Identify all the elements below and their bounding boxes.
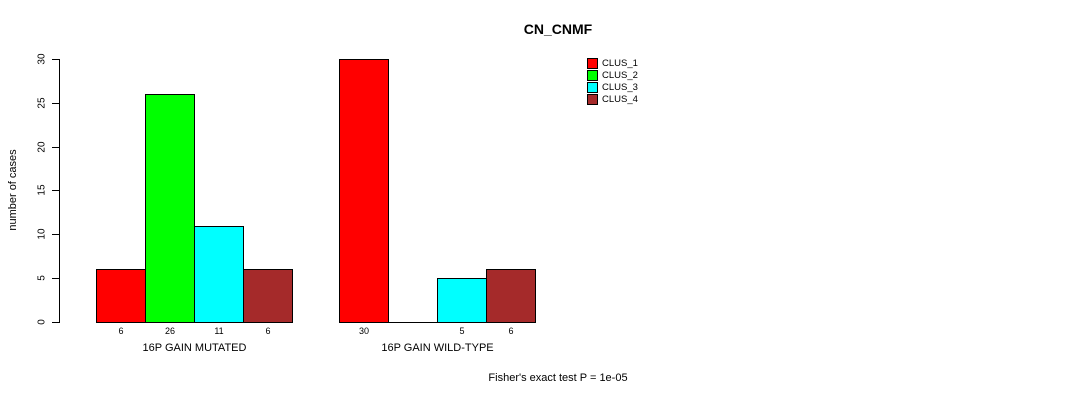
y-tick xyxy=(52,59,60,60)
y-axis-label: number of cases xyxy=(7,149,19,231)
bar-clus-4-16p-gain-wild-type xyxy=(486,269,536,323)
y-tick xyxy=(52,278,60,279)
y-tick xyxy=(52,234,60,235)
bar-value-label: 11 xyxy=(214,326,224,336)
y-tick-label: 10 xyxy=(36,228,48,240)
y-tick xyxy=(52,322,60,323)
y-tick xyxy=(52,190,60,191)
category-label-16p-gain-wild-type: 16P GAIN WILD-TYPE xyxy=(381,342,494,354)
chart-legend: CLUS_1 CLUS_2 CLUS_3 CLUS_4 xyxy=(587,58,638,106)
legend-label: CLUS_4 xyxy=(602,94,638,105)
footnote-fishers-test: Fisher's exact test P = 1e-05 xyxy=(488,372,628,384)
bar-clus-2-16p-gain-mutated xyxy=(145,94,195,323)
bar-clus-3-16p-gain-mutated xyxy=(194,226,244,323)
bar-clus-1-16p-gain-mutated xyxy=(96,269,146,323)
legend-swatch-clus-4 xyxy=(587,94,598,105)
bar-clus-4-16p-gain-mutated xyxy=(243,269,293,323)
bar-value-label: 26 xyxy=(164,326,175,336)
y-tick-label: 25 xyxy=(36,97,48,109)
legend-item-clus-4: CLUS_4 xyxy=(587,94,638,105)
y-tick-label: 0 xyxy=(36,319,48,325)
bar-clus-2-16p-gain-wild-type xyxy=(388,322,438,323)
legend-label: CLUS_1 xyxy=(602,58,638,69)
bar-value-label: 6 xyxy=(508,326,514,336)
bar-value-label: 6 xyxy=(118,326,124,336)
y-tick xyxy=(52,147,60,148)
y-axis-line xyxy=(59,59,60,323)
bar-clus-3-16p-gain-wild-type xyxy=(437,278,487,323)
legend-item-clus-3: CLUS_3 xyxy=(587,82,638,93)
category-label-16p-gain-mutated: 16P GAIN MUTATED xyxy=(142,342,247,354)
legend-swatch-clus-2 xyxy=(587,70,598,81)
bar-clus-1-16p-gain-wild-type xyxy=(339,59,389,323)
y-tick-label: 30 xyxy=(36,53,48,65)
chart-title: CN_CNMF xyxy=(523,21,593,37)
bar-value-label: 30 xyxy=(358,326,369,336)
legend-label: CLUS_3 xyxy=(602,82,638,93)
legend-label: CLUS_2 xyxy=(602,70,638,81)
y-tick-label: 15 xyxy=(36,184,48,196)
y-tick-label: 20 xyxy=(36,141,48,153)
bar-value-label: 6 xyxy=(265,326,271,336)
legend-swatch-clus-1 xyxy=(587,58,598,69)
legend-item-clus-1: CLUS_1 xyxy=(587,58,638,69)
legend-swatch-clus-3 xyxy=(587,82,598,93)
bar-value-label: 5 xyxy=(459,326,465,336)
y-tick xyxy=(52,103,60,104)
legend-item-clus-2: CLUS_2 xyxy=(587,70,638,81)
y-tick-label: 5 xyxy=(36,275,48,281)
